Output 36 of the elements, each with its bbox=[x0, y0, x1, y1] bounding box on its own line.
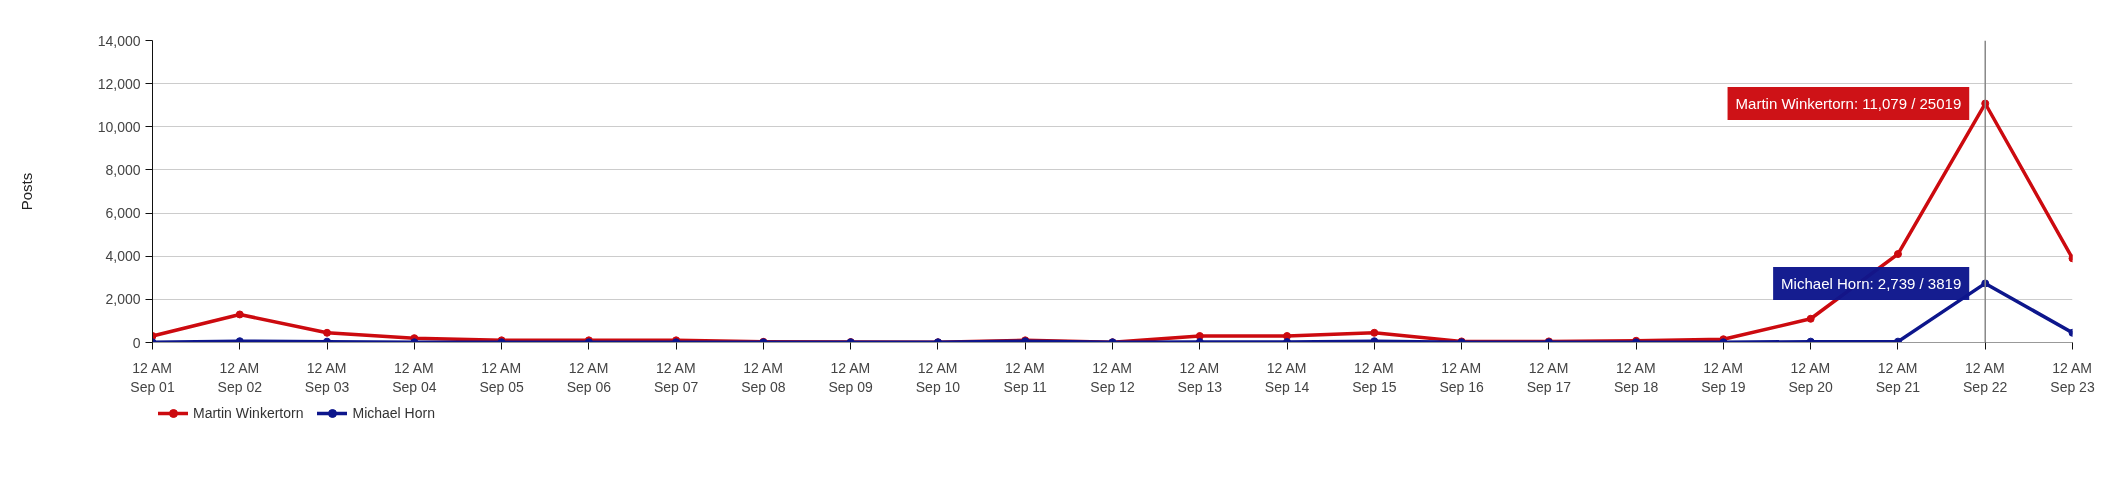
y-tick-label: 0 bbox=[132, 334, 141, 351]
x-tick-label: 12 AM Sep 18 bbox=[1613, 359, 1659, 395]
x-tick-label: 12 AM Sep 13 bbox=[1177, 359, 1223, 395]
x-tick-label: 12 AM Sep 16 bbox=[1439, 359, 1484, 395]
x-tick-label: 12 AM Sep 12 bbox=[1090, 359, 1135, 395]
y-tick-label: 6,000 bbox=[105, 205, 141, 222]
y-tick-label: 8,000 bbox=[105, 161, 141, 178]
x-tick-label: 12 AM Sep 20 bbox=[1788, 359, 1834, 395]
x-tick-label: 12 AM Sep 06 bbox=[566, 359, 612, 395]
x-tick-label: 12 AM Sep 08 bbox=[741, 359, 786, 395]
x-tick-label: 12 AM Sep 10 bbox=[915, 359, 961, 395]
legend-label: Michael Horn bbox=[352, 405, 435, 421]
y-tick-label: 12,000 bbox=[97, 75, 141, 92]
x-tick-label: 12 AM Sep 21 bbox=[1875, 359, 1921, 395]
y-tick-label: 14,000 bbox=[97, 32, 141, 49]
x-tick-label: 12 AM Sep 22 bbox=[1963, 359, 2008, 395]
x-tick-label: 12 AM Sep 11 bbox=[1003, 359, 1048, 395]
x-tick-label: 12 AM Sep 15 bbox=[1352, 359, 1397, 395]
annotation: Michael Horn: 2,739 / 3819 bbox=[1781, 274, 1962, 292]
x-tick-label: 12 AM Sep 07 bbox=[653, 359, 699, 395]
y-tick-label: 2,000 bbox=[105, 291, 141, 308]
x-tick-label: 12 AM Sep 05 bbox=[479, 359, 524, 395]
y-tick-label: 4,000 bbox=[105, 248, 141, 265]
x-tick-label: 12 AM Sep 19 bbox=[1701, 359, 1746, 395]
x-tick-label: 12 AM Sep 09 bbox=[828, 359, 874, 395]
y-tick-label: 10,000 bbox=[97, 118, 141, 135]
x-tick-label: 12 AM Sep 23 bbox=[2050, 359, 2095, 395]
x-tick-label: 12 AM Sep 14 bbox=[1264, 359, 1310, 395]
legend-label: Martin Winkertorn bbox=[193, 405, 304, 421]
x-tick-label: 12 AM Sep 17 bbox=[1526, 359, 1572, 395]
x-tick-label: 12 AM Sep 04 bbox=[392, 359, 437, 395]
x-tick-label: 12 AM Sep 01 bbox=[130, 359, 175, 395]
y-axis-title: Posts bbox=[17, 172, 35, 211]
annotation: Martin Winkertorn: 11,079 / 25019 bbox=[1735, 95, 1962, 113]
x-tick-label: 12 AM Sep 02 bbox=[217, 359, 263, 395]
x-tick-label: 12 AM Sep 03 bbox=[304, 359, 350, 395]
